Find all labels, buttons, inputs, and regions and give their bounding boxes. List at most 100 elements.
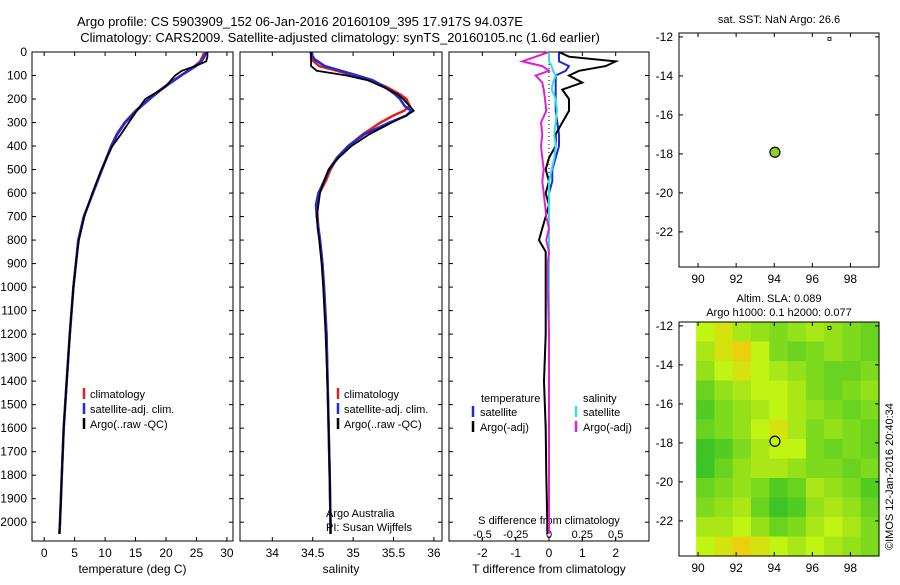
heatmap-cell <box>842 380 862 401</box>
sst-title: sat. SST: NaN Argo: 26.6 <box>718 14 840 26</box>
heatmap-cell <box>769 341 789 362</box>
heatmap-cell <box>842 497 862 518</box>
y-tick-label: -22 <box>656 225 674 239</box>
heatmap-cell <box>787 400 807 421</box>
heatmap-cell <box>860 380 880 401</box>
y-tick-label: -20 <box>656 475 674 489</box>
heatmap-cell <box>787 419 807 440</box>
heatmap-cell <box>714 517 734 538</box>
heatmap-cell <box>769 419 789 440</box>
plot-frame <box>31 51 234 542</box>
heatmap-cell <box>751 341 770 362</box>
heatmap-cell <box>769 322 789 343</box>
x-tick-label: 30 <box>220 546 234 560</box>
sst-map-panel: 90 92 94 96 98 -12 -14 -16 -18 -20 -22 sat. SST: Na… <box>656 14 880 286</box>
y-tick-label: 300 <box>7 116 27 130</box>
float-position-marker <box>769 435 781 447</box>
y-tick-label: -12 <box>656 30 674 44</box>
heatmap-cell <box>769 497 789 518</box>
heatmap-cell <box>751 478 770 499</box>
s-tick-label: -0.5 <box>473 529 492 541</box>
series-line-satellite <box>309 51 414 534</box>
legend-label: satellite-adj. clim. <box>344 404 428 416</box>
heatmap-cell <box>751 536 770 557</box>
y-tick-label: 1400 <box>0 374 27 388</box>
y-tick-label: 1900 <box>0 492 27 506</box>
heatmap-cell <box>824 458 843 479</box>
legend-label: Argo(..raw -QC) <box>90 419 168 431</box>
heatmap-cell <box>824 322 843 343</box>
y-tick-label: 1200 <box>0 327 27 341</box>
heatmap-cell <box>842 361 862 382</box>
heatmap-cell <box>824 439 843 460</box>
heatmap-cell <box>751 517 770 538</box>
s-tick-label: 0.25 <box>572 529 593 541</box>
x-tick-label: 35 <box>346 546 360 560</box>
heatmap-cell <box>751 439 770 460</box>
x-tick-label: 0 <box>41 546 48 560</box>
legend-label: climatology <box>90 389 146 401</box>
heatmap-cell <box>842 400 862 421</box>
map-frame <box>678 32 880 268</box>
heatmap-cell <box>769 536 789 557</box>
legend-label: satellite <box>480 407 517 419</box>
heatmap-cell <box>714 341 734 362</box>
heatmap-cell <box>696 380 715 401</box>
heatmap-cell <box>714 361 734 382</box>
y-tick-label: 1300 <box>0 351 27 365</box>
pi-label: PI: Susan Wijffels <box>326 522 412 534</box>
heatmap-cell <box>824 536 843 557</box>
heatmap-cell <box>842 536 862 557</box>
heatmap-cell <box>732 361 752 382</box>
heatmap-cell <box>696 322 715 343</box>
sla-title-line1: Altim. SLA: 0.089 <box>737 293 822 305</box>
heatmap-cell <box>751 400 770 421</box>
figure-title-line2: Climatology: CARS2009. Satellite-adjuste… <box>80 30 600 45</box>
heatmap-cell <box>842 341 862 362</box>
heatmap-cell <box>696 478 715 499</box>
y-tick-label: 700 <box>7 210 27 224</box>
heatmap-cell <box>787 439 807 460</box>
x-tick-label: 2 <box>612 546 619 560</box>
heatmap-cell <box>732 341 752 362</box>
heatmap-cell <box>824 361 843 382</box>
heatmap-cell <box>751 497 770 518</box>
x-tick-label: 98 <box>844 272 858 286</box>
plot-frame <box>239 51 443 542</box>
y-tick-label: -14 <box>656 358 674 372</box>
heatmap-cell <box>842 458 862 479</box>
heatmap-cell <box>714 439 734 460</box>
heatmap-cell <box>714 458 734 479</box>
difference-panel: -2 -1 0 1 2-0.5 -0.25 0 0.25 0.5S difference fro… <box>448 51 650 576</box>
heatmap-cell <box>860 341 880 362</box>
salinity-panel: 34 34.5 35 35.5 36 salinity climatology satelli… <box>239 51 443 576</box>
legend-header-salinity: salinity <box>583 393 617 405</box>
s-tick-label: 0.5 <box>608 529 623 541</box>
heatmap-cell <box>860 458 880 479</box>
x-tick-label: 35.5 <box>382 546 406 560</box>
heatmap-cell <box>769 517 789 538</box>
legend-label: Argo(..raw -QC) <box>344 419 422 431</box>
sla-map-panel: 90 92 94 96 98 -12 -14 -16 -18 -20 -22 Altim. SLA: … <box>656 293 880 575</box>
heatmap-cell <box>842 478 862 499</box>
heatmap-cell <box>824 341 843 362</box>
legend-label: satellite-adj. clim. <box>90 404 174 416</box>
heatmap-cell <box>769 478 789 499</box>
y-tick-label: -12 <box>656 319 674 333</box>
heatmap-cell <box>714 380 734 401</box>
heatmap-cell <box>769 380 789 401</box>
y-tick-label: 0 <box>20 45 27 59</box>
series-line-satellite <box>58 51 208 534</box>
temperature-panel: 0100200300400500600700800900100011001200… <box>0 45 234 576</box>
series-line-argo <box>58 52 209 534</box>
y-tick-label: 1100 <box>1 304 27 318</box>
x-axis-label: salinity <box>323 562 360 576</box>
heatmap-cell <box>787 322 807 343</box>
heatmap-cell <box>696 536 715 557</box>
series-line-satellite <box>548 52 571 534</box>
heatmap-cell <box>860 322 880 343</box>
heatmap-cell <box>696 341 715 362</box>
x-tick-label: 34.5 <box>301 546 325 560</box>
heatmap-cell <box>732 400 752 421</box>
